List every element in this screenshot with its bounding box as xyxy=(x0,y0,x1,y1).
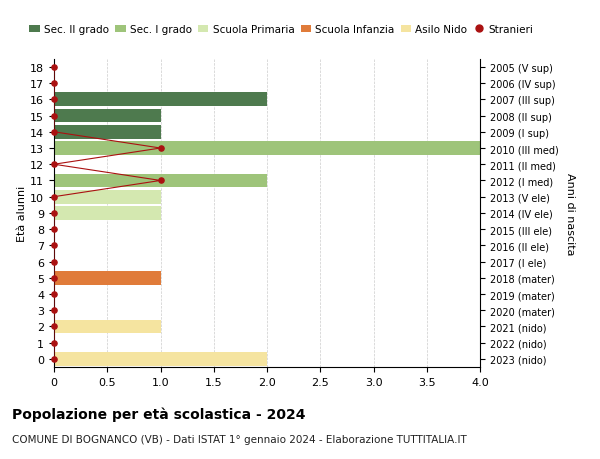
Y-axis label: Età alunni: Età alunni xyxy=(17,185,28,241)
Point xyxy=(49,96,59,104)
Bar xyxy=(54,109,161,123)
Bar xyxy=(54,142,480,156)
Point xyxy=(49,112,59,120)
Point xyxy=(49,323,59,330)
Y-axis label: Anni di nascita: Anni di nascita xyxy=(565,172,575,255)
Legend: Sec. II grado, Sec. I grado, Scuola Primaria, Scuola Infanzia, Asilo Nido, Stran: Sec. II grado, Sec. I grado, Scuola Prim… xyxy=(29,25,533,35)
Bar xyxy=(54,190,161,204)
Bar xyxy=(54,174,267,188)
Point xyxy=(49,355,59,363)
Point xyxy=(49,129,59,136)
Point xyxy=(49,339,59,347)
Point xyxy=(49,210,59,217)
Bar xyxy=(54,352,267,366)
Point xyxy=(49,80,59,88)
Point xyxy=(49,258,59,266)
Bar xyxy=(54,126,161,140)
Bar xyxy=(54,93,267,107)
Point xyxy=(49,291,59,298)
Point xyxy=(49,307,59,314)
Point xyxy=(49,194,59,201)
Point xyxy=(49,242,59,250)
Point xyxy=(49,226,59,233)
Point xyxy=(156,145,166,152)
Point xyxy=(49,274,59,282)
Text: COMUNE DI BOGNANCO (VB) - Dati ISTAT 1° gennaio 2024 - Elaborazione TUTTITALIA.I: COMUNE DI BOGNANCO (VB) - Dati ISTAT 1° … xyxy=(12,434,467,444)
Bar xyxy=(54,207,161,220)
Point xyxy=(49,64,59,72)
Bar xyxy=(54,271,161,285)
Point xyxy=(156,177,166,185)
Point xyxy=(49,161,59,168)
Text: Popolazione per età scolastica - 2024: Popolazione per età scolastica - 2024 xyxy=(12,406,305,421)
Bar xyxy=(54,320,161,334)
